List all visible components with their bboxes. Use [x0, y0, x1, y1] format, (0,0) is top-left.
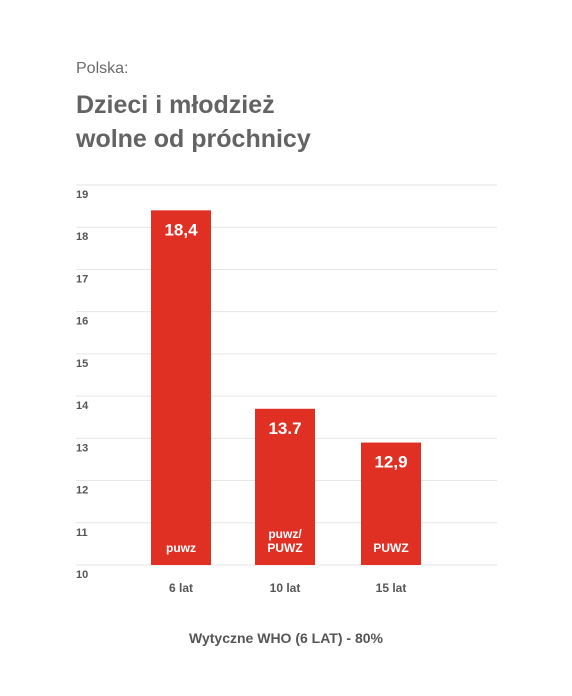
chart-title: Dzieci i młodzież wolne od próchnicy	[76, 88, 311, 156]
bar-value-label: 12,9	[374, 453, 407, 472]
bar-2	[255, 408, 315, 565]
bar-inner-label: PUWZ	[373, 541, 408, 555]
y-tick-label: 15	[76, 358, 88, 370]
y-tick-label: 14	[76, 400, 89, 412]
y-tick-label: 16	[76, 316, 88, 328]
bar-1	[151, 210, 211, 566]
bar-chart: 10 11 12 13 14 15 16 17 18 19 18,4 puwz 6 lat 13.7 puw…	[76, 184, 497, 595]
chart-title-line-1: Dzieci i młodzież	[76, 91, 275, 119]
bar-inner-label: puwz	[166, 541, 196, 555]
y-tick-label: 12	[76, 485, 88, 497]
bar-3	[361, 442, 421, 565]
bar-inner-label: PUWZ	[267, 541, 302, 555]
bar-value-label: 13.7	[268, 419, 301, 438]
y-tick-label: 19	[76, 189, 88, 201]
y-tick-label: 11	[76, 527, 88, 539]
y-tick-label: 13	[76, 442, 88, 454]
y-tick-label: 18	[76, 231, 88, 243]
bar-inner-label: puwz/	[268, 527, 302, 541]
pre-title: Polska:	[76, 60, 129, 77]
x-tick-label: 15 lat	[376, 581, 407, 595]
chart-title-line-2: wolne od próchnicy	[76, 125, 311, 153]
y-tick-label: 17	[76, 273, 88, 285]
x-tick-label: 6 lat	[169, 581, 193, 595]
x-tick-label: 10 lat	[270, 581, 301, 595]
bar-value-label: 18,4	[164, 220, 198, 239]
who-guideline-note: Wytyczne WHO (6 LAT) - 80%	[189, 630, 383, 646]
y-tick-label: 10	[76, 569, 88, 581]
